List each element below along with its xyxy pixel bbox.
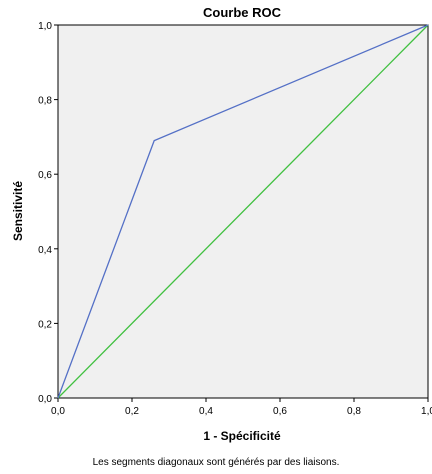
roc-curve-line	[57, 24, 429, 399]
reference-diagonal-line	[57, 24, 429, 399]
axis-ticks: 0,0 0,2 0,4 0,6 0,8 1,0 0,0 0,2 0,4 0,6 0,8 1,0	[38, 21, 432, 417]
x-tick-label: 0,4	[199, 406, 213, 417]
x-tick-label: 0,2	[125, 406, 139, 417]
y-tick-label: 0,4	[38, 245, 52, 256]
y-axis-title: Sensitivité	[11, 181, 25, 241]
series-layer	[57, 24, 429, 399]
chart-title: Courbe ROC	[203, 5, 282, 20]
y-tick-label: 0,8	[38, 96, 52, 107]
x-tick-label: 0,0	[51, 406, 65, 417]
x-axis-title: 1 - Spécificité	[203, 429, 281, 443]
x-tick-label: 1,0	[421, 406, 432, 417]
y-tick-label: 0,6	[38, 170, 52, 181]
x-tick-label: 0,6	[273, 406, 287, 417]
y-tick-label: 1,0	[38, 21, 52, 32]
y-tick-label: 0,2	[38, 319, 52, 330]
y-tick-label: 0,0	[38, 394, 52, 405]
footnote: Les segments diagonaux sont générés par …	[93, 457, 340, 468]
x-tick-label: 0,8	[347, 406, 361, 417]
